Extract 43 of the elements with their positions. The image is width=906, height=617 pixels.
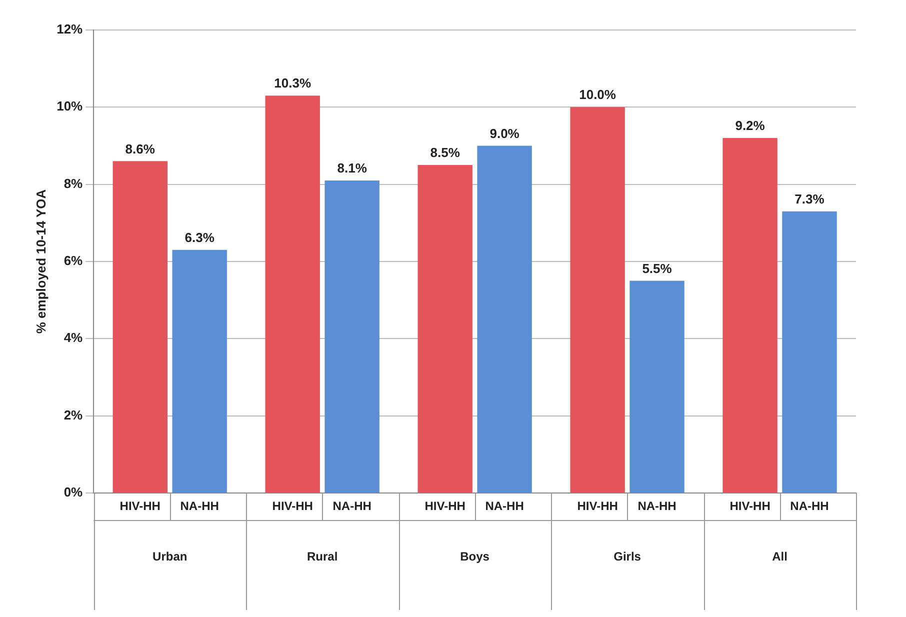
bar xyxy=(630,280,684,492)
series-label: NA-HH xyxy=(180,498,219,513)
y-tick-label: 10% xyxy=(56,98,84,114)
text: NA-HH xyxy=(790,498,829,513)
bar xyxy=(722,138,778,492)
data-label: 9.2% xyxy=(735,118,766,134)
y-axis-title: % employed 10-14 YOA xyxy=(33,188,48,334)
data-label: 8.1% xyxy=(337,160,368,176)
bar xyxy=(265,96,320,492)
data-label: 8.5% xyxy=(430,145,460,160)
x-tick-label: Urban xyxy=(152,549,188,564)
bar xyxy=(477,146,532,492)
bar xyxy=(172,250,227,492)
y-tick-label: 0% xyxy=(64,484,84,500)
text: NA-HH xyxy=(485,498,524,513)
bar xyxy=(324,180,380,492)
series-label: HIV-HH xyxy=(120,498,160,513)
bar xyxy=(418,165,472,492)
x-tick-label: Rural xyxy=(306,549,338,564)
y-tick-label: 6% xyxy=(64,253,84,268)
text: NA-HH xyxy=(638,498,676,513)
data-label: 6.3% xyxy=(184,230,215,246)
x-tick-label: Girls xyxy=(614,549,642,564)
x-tick-label: All xyxy=(772,549,788,564)
x-tick-label: Boys xyxy=(460,549,490,564)
data-label: 8.6% xyxy=(125,141,156,156)
text: HIV-HH xyxy=(424,498,466,513)
bar xyxy=(782,211,837,492)
text: HIV-HH xyxy=(577,498,618,513)
y-tick-label: 12% xyxy=(56,22,84,37)
y-tick-label: 8% xyxy=(64,176,84,191)
data-label: 10.0% xyxy=(579,87,616,102)
text: HIV-HH xyxy=(730,498,770,513)
text: NA-HH xyxy=(332,498,372,513)
bar xyxy=(570,107,625,492)
y-tick-label: 4% xyxy=(64,330,84,346)
text: HIV-HH xyxy=(272,498,313,513)
data-label: 9.0% xyxy=(490,126,520,141)
bar xyxy=(112,161,168,492)
data-label: 10.3% xyxy=(274,76,312,91)
y-tick-label: 2% xyxy=(64,407,84,422)
data-label: 7.3% xyxy=(794,191,825,206)
data-label: 5.5% xyxy=(642,260,672,276)
